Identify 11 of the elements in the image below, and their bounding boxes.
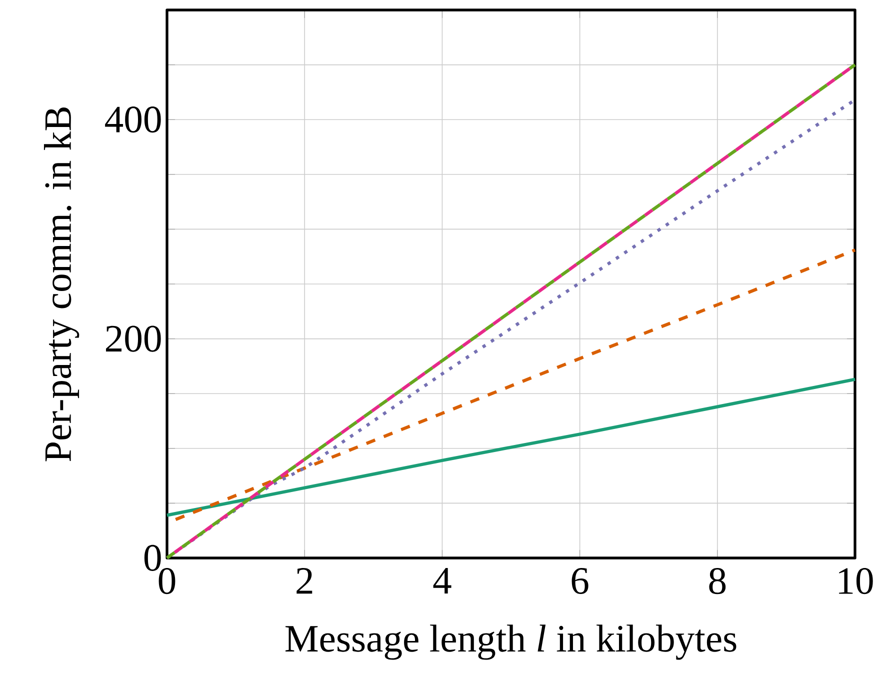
y-tick-label: 400 (105, 106, 161, 133)
x-axis-title: Message length l in kilobytes (286, 624, 736, 660)
x-tick-label: 10 (839, 568, 873, 594)
line-series (165, 378, 857, 517)
y-tick-label: 200 (106, 326, 161, 352)
x-tick-label: 4 (433, 568, 452, 594)
x-tick-label: 2 (296, 568, 312, 594)
y-axis-title: Per-party comm. in kB (44, 107, 80, 462)
x-tick-label: 8 (709, 568, 726, 594)
x-tick-label: 6 (572, 568, 588, 594)
y-tick-label: 0 (144, 544, 161, 572)
